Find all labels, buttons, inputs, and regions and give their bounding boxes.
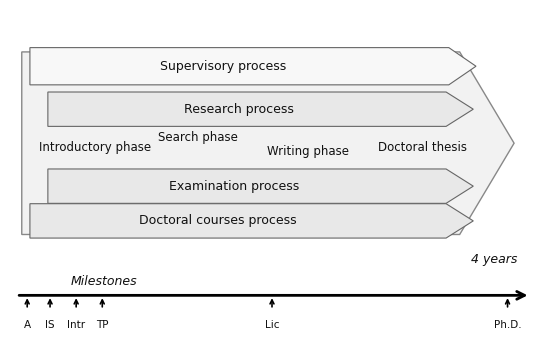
Text: Doctoral thesis: Doctoral thesis — [378, 141, 467, 154]
Text: Search phase: Search phase — [158, 131, 238, 144]
Text: Research process: Research process — [184, 103, 294, 116]
Polygon shape — [22, 52, 514, 234]
Text: Examination process: Examination process — [169, 180, 299, 193]
Text: Ph.D.: Ph.D. — [494, 320, 521, 330]
Text: A: A — [23, 320, 31, 330]
Polygon shape — [48, 92, 473, 126]
Text: 4 years: 4 years — [471, 253, 517, 266]
Text: Intr: Intr — [67, 320, 85, 330]
Text: Doctoral courses process: Doctoral courses process — [139, 214, 296, 227]
Text: Writing phase: Writing phase — [267, 145, 349, 158]
Text: TP: TP — [96, 320, 108, 330]
Text: Supervisory process: Supervisory process — [160, 60, 286, 73]
Polygon shape — [30, 48, 476, 85]
Text: Milestones: Milestones — [71, 275, 137, 287]
Polygon shape — [48, 169, 473, 203]
Text: Introductory phase: Introductory phase — [39, 141, 151, 154]
Text: IS: IS — [45, 320, 55, 330]
Text: Lic: Lic — [265, 320, 279, 330]
Polygon shape — [30, 204, 473, 238]
